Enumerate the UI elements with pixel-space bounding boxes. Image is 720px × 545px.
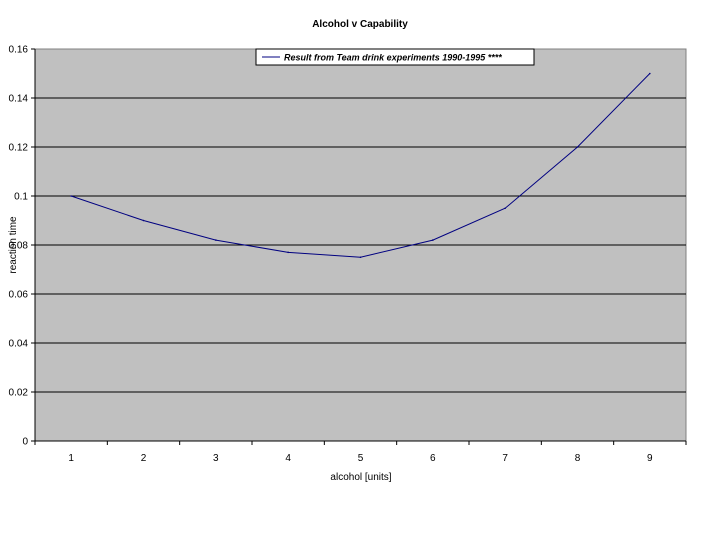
x-tick-label: 6 (430, 453, 436, 464)
x-tick-label: 4 (285, 453, 291, 464)
data-point (359, 256, 362, 259)
x-axis-label: alcohol [units] (330, 472, 391, 483)
y-tick-label: 0 (22, 437, 28, 448)
x-tick-label: 8 (575, 453, 581, 464)
legend-series-label: Result from Team drink experiments 1990-… (284, 53, 502, 63)
x-tick-label: 3 (213, 453, 219, 464)
y-tick-label: 0.02 (9, 388, 29, 399)
data-point (287, 251, 289, 254)
y-tick-label: 0.06 (9, 290, 29, 301)
x-axis-ticks: 1 2 3 4 5 6 7 8 9 (34, 440, 687, 464)
y-tick-label: 0.1 (14, 192, 28, 203)
y-tick-label: 0.12 (9, 143, 29, 154)
x-tick-label: 1 (68, 453, 74, 464)
data-point (215, 239, 217, 241)
chart-title: Alcohol v Capability (312, 19, 408, 30)
y-tick-label: 0.16 (9, 45, 29, 56)
y-tick-label: 0.14 (9, 94, 29, 105)
data-point (504, 207, 506, 210)
legend-box (255, 48, 535, 66)
data-point (432, 239, 434, 241)
y-axis-ticks: 0 0.02 0.04 0.06 0.08 0.1 0.12 0.14 0.16 (9, 45, 36, 448)
x-tick-label: 9 (647, 453, 653, 464)
data-point (70, 195, 72, 197)
y-tick-label: 0.04 (9, 339, 29, 350)
y-tick-label: 0.08 (9, 241, 29, 252)
x-tick-label: 7 (502, 453, 508, 464)
data-point (649, 72, 651, 75)
legend: Result from Team drink experiments 1990-… (255, 48, 535, 66)
series-layer (70, 72, 651, 259)
x-tick-label: 2 (141, 453, 147, 464)
data-point (576, 146, 579, 148)
data-point (142, 219, 145, 222)
x-tick-label: 5 (358, 453, 364, 464)
y-axis-label: reaction time (8, 216, 19, 274)
